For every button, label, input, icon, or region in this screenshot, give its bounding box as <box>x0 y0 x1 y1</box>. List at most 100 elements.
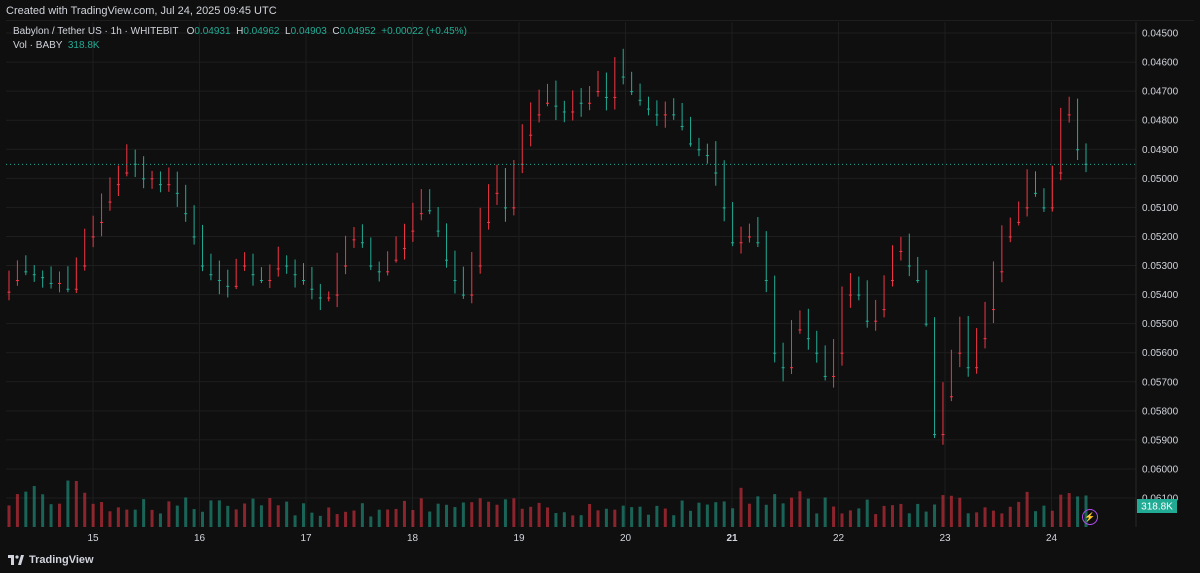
volume-bar <box>731 508 735 527</box>
candle-body <box>975 367 979 369</box>
volume-bar <box>360 503 364 527</box>
price-tick-label: 0.04900 <box>1142 145 1179 156</box>
candle-body <box>100 221 104 223</box>
low-value: 0.04903 <box>290 26 327 37</box>
candle-body <box>428 210 432 212</box>
volume-bar <box>411 509 415 527</box>
chart-area[interactable] <box>6 20 1194 548</box>
candle-body <box>226 285 230 287</box>
candle-body <box>436 230 440 232</box>
volume-bar <box>646 514 650 527</box>
candle-body <box>546 102 549 104</box>
candle-body <box>74 288 78 290</box>
volume-bar <box>217 500 221 527</box>
volume-bar <box>781 503 785 527</box>
candle-body <box>562 111 566 113</box>
volume-bar <box>436 503 440 527</box>
volume-bar <box>874 514 878 527</box>
candle-body <box>150 178 154 180</box>
candle-body <box>798 329 802 331</box>
candle-body <box>722 207 726 209</box>
volume-bar <box>453 507 457 527</box>
candle-body <box>91 236 95 238</box>
volume-bar <box>1008 506 1012 527</box>
open-label: O <box>186 26 195 37</box>
candle-body <box>756 242 760 244</box>
volume-bar <box>108 511 112 527</box>
volume-bar <box>924 511 928 527</box>
price-axis: 0.061000.060000.059000.058000.057000.056… <box>1142 29 1179 505</box>
price-tick-label: 0.04800 <box>1142 116 1179 127</box>
candle-body <box>503 207 507 209</box>
candle-body <box>991 309 995 311</box>
volume-bar <box>268 498 272 527</box>
grid-lines <box>6 22 1137 527</box>
volume-bar <box>1067 493 1071 527</box>
candle-body <box>781 367 785 369</box>
price-tick-label: 0.05400 <box>1142 290 1179 301</box>
volume-bar <box>201 511 205 527</box>
ohlc-legend: Babylon / Tether US · 1h · WHITEBIT O 0.0… <box>13 26 467 37</box>
candle-body <box>344 265 348 267</box>
candle-body <box>133 163 137 165</box>
candle-body <box>32 274 36 276</box>
candle-body <box>495 192 499 194</box>
time-tick-label: 20 <box>620 533 632 544</box>
volume-bar <box>823 497 827 527</box>
candle-body <box>949 396 953 398</box>
volume-bar <box>1042 505 1046 527</box>
lightning-icon[interactable]: ⚡ <box>1082 509 1098 525</box>
volume-bar <box>318 515 322 527</box>
candle-body <box>613 96 617 98</box>
volume-bar <box>428 511 432 527</box>
volume-bar <box>975 512 979 527</box>
volume-bar <box>991 510 995 527</box>
volume-bar <box>890 505 894 527</box>
candle-body <box>630 91 634 93</box>
candle-body <box>57 282 61 284</box>
candle-body <box>268 280 272 282</box>
volume-bar <box>596 510 600 527</box>
candle-body <box>899 250 903 252</box>
volume-bar <box>175 505 179 527</box>
candle-body <box>1017 221 1021 223</box>
volume-bar <box>158 513 162 527</box>
candle-body <box>621 76 625 78</box>
candle-body <box>958 352 962 354</box>
candle-body <box>478 265 482 267</box>
volume-bar <box>512 498 516 527</box>
time-tick-label: 24 <box>1046 533 1058 544</box>
candle-body <box>1050 207 1054 209</box>
candle-body <box>335 294 339 296</box>
volume-bar <box>293 515 297 527</box>
candle-body <box>764 280 768 282</box>
candle-body <box>209 274 213 276</box>
volume-bar <box>705 504 709 527</box>
candle-body <box>983 338 987 340</box>
volume-bar <box>276 505 280 527</box>
volume-label[interactable]: Vol · BABY <box>13 40 63 51</box>
volume-bar <box>571 515 575 527</box>
price-candles <box>7 48 1088 445</box>
price-markers: 318.8K <box>6 163 1177 513</box>
candle-body <box>1008 236 1012 238</box>
price-tick-label: 0.05800 <box>1142 406 1179 417</box>
candle-body <box>259 280 263 282</box>
volume-bar <box>100 502 104 527</box>
symbol-title[interactable]: Babylon / Tether US · 1h · WHITEBIT <box>13 26 179 37</box>
candle-body <box>419 213 423 215</box>
candle-body <box>663 114 667 116</box>
volume-bar <box>958 497 962 527</box>
volume-bar <box>470 502 474 527</box>
candle-body <box>604 96 608 98</box>
candle-body <box>411 230 415 232</box>
time-tick-label: 22 <box>833 533 845 544</box>
volume-bar <box>369 516 373 527</box>
candle-body <box>697 149 701 151</box>
candle-body <box>916 280 920 282</box>
volume-bar <box>57 503 61 527</box>
close-label: C <box>332 26 340 37</box>
price-tick-label: 0.06000 <box>1142 464 1179 475</box>
candle-body <box>747 236 751 238</box>
